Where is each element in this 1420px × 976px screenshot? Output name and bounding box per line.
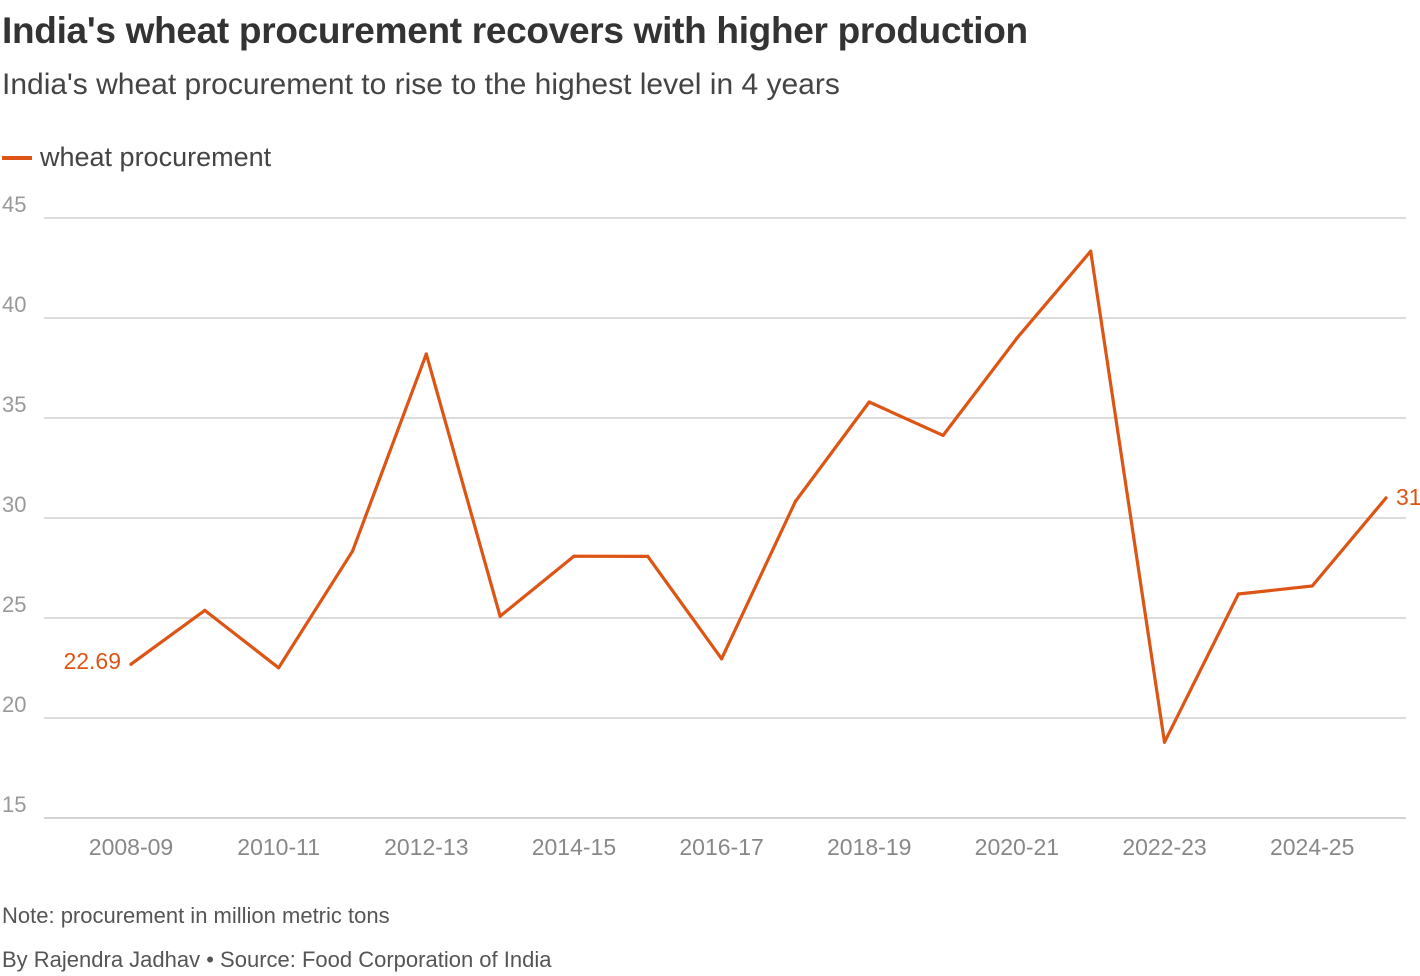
data-point <box>350 549 355 553</box>
data-point <box>203 608 207 612</box>
line-chart: 15 20 25 30 35 40 45 2008-09 2010-11 2012-13 2014-… <box>2 192 1420 860</box>
y-tick-label: 30 <box>2 492 26 517</box>
data-point <box>572 554 576 558</box>
x-tick-label: 2014-15 <box>532 834 616 860</box>
data-point <box>498 614 502 618</box>
data-point <box>1384 496 1388 500</box>
legend-swatch <box>2 155 32 160</box>
data-point <box>1015 336 1019 340</box>
x-tick-label: 2024-25 <box>1270 834 1354 860</box>
y-tick-label: 45 <box>2 192 26 217</box>
data-point <box>719 657 724 661</box>
data-point <box>1310 584 1314 588</box>
data-point <box>941 433 945 437</box>
y-tick-label: 15 <box>2 792 26 817</box>
legend-label: wheat procurement <box>40 142 272 172</box>
x-tick-label: 2010-11 <box>237 834 320 860</box>
data-point <box>1162 740 1167 744</box>
data-point <box>277 666 281 670</box>
data-point <box>1236 592 1240 596</box>
x-tick-label: 2020-21 <box>975 834 1059 860</box>
data-point <box>867 400 871 404</box>
data-point <box>1089 249 1093 253</box>
data-point <box>129 662 133 666</box>
x-tick-label: 2016-17 <box>679 834 763 860</box>
y-tick-label: 25 <box>2 592 26 617</box>
x-tick-label: 2018-19 <box>827 834 911 860</box>
series-line-wheat-procurement <box>129 249 1388 744</box>
data-label: 31 <box>1396 484 1420 510</box>
chart-title: India's wheat procurement recovers with … <box>2 10 1028 51</box>
chart-byline: By Rajendra Jadhav • Source: Food Corpor… <box>2 947 552 972</box>
data-point <box>793 499 798 503</box>
y-tick-label: 40 <box>2 292 26 317</box>
x-tick-label: 2008-09 <box>89 834 173 860</box>
x-tick-label: 2012-13 <box>384 834 468 860</box>
x-tick-label: 2022-23 <box>1122 834 1206 860</box>
y-tick-label: 20 <box>2 692 26 717</box>
legend: wheat procurement <box>2 142 271 173</box>
chart-note: Note: procurement in million metric tons <box>2 903 390 928</box>
data-label: 22.69 <box>63 648 121 674</box>
data-point <box>646 554 650 558</box>
y-tick-label: 35 <box>2 392 26 417</box>
data-point <box>424 352 428 356</box>
chart-subtitle: India's wheat procurement to rise to the… <box>2 68 840 101</box>
